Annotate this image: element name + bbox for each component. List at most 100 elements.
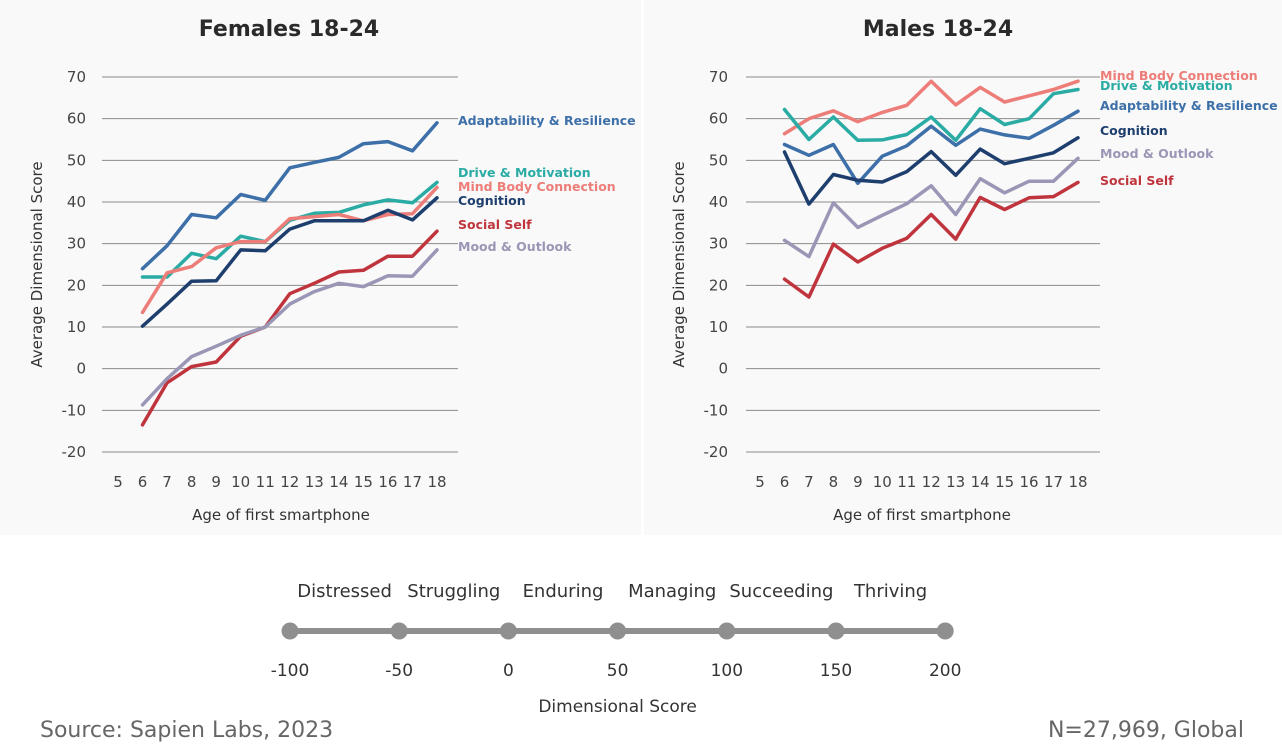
scale-tick-label: 50: [607, 661, 629, 681]
right-y-tick-label: 70: [709, 68, 728, 86]
scale-category-thriving: Thriving: [853, 581, 927, 602]
left-x-tick-label: 12: [280, 473, 299, 491]
right-series-label-mind-body-connection: Mind Body Connection: [1100, 68, 1258, 83]
left-series-line-social-self: [140, 229, 439, 427]
right-y-tick-label: -20: [704, 443, 729, 461]
left-x-tick-label: 5: [113, 473, 123, 491]
right-x-tick-label: 16: [1020, 473, 1039, 491]
right-x-tick-label: 10: [873, 473, 892, 491]
left-y-tick-label: -10: [62, 401, 87, 419]
left-panel-background: [0, 0, 641, 535]
left-y-tick-label: 20: [67, 276, 86, 294]
left-series-label-mind-body-connection: Mind Body Connection: [458, 179, 616, 194]
left-x-tick-label: 9: [211, 473, 221, 491]
right-series-line-mood-and-outlook: [782, 156, 1080, 259]
scale-dot: [718, 622, 736, 640]
right-series-line-cognition: [782, 136, 1080, 206]
right-series-line-drive-and-motivation: [782, 87, 1080, 143]
scale-tick-label: 100: [711, 661, 743, 681]
left-series-line-mind-body-connection: [140, 185, 439, 315]
scale-category-managing: Managing: [628, 581, 716, 602]
right-series-label-adaptability-and-resilience: Adaptability & Resilience: [1100, 98, 1278, 113]
right-x-tick-label: 9: [853, 473, 863, 491]
right-series-label-mood-and-outlook: Mood & Outlook: [1100, 146, 1214, 161]
right-x-tick-label: 12: [922, 473, 941, 491]
left-series-line-mood-and-outlook: [140, 248, 439, 407]
right-series-line-social-self: [782, 180, 1080, 299]
left-series-line-adaptability-and-resilience: [140, 121, 439, 271]
right-x-tick-label: 11: [897, 473, 916, 491]
left-y-tick-label: 50: [67, 151, 86, 169]
right-x-tick-label: 13: [946, 473, 965, 491]
scale-category-struggling: Struggling: [407, 581, 500, 602]
left-y-tick-label: 30: [67, 235, 86, 253]
right-x-tick-label: 15: [995, 473, 1014, 491]
left-y-tick-label: 0: [76, 360, 86, 378]
right-y-tick-label: 40: [709, 193, 728, 211]
right-y-tick-label: -10: [704, 401, 729, 419]
right-y-axis-label: Average Dimensional Score: [670, 161, 688, 367]
left-y-tick-label: -20: [62, 443, 87, 461]
left-series-line-cognition: [140, 196, 439, 328]
scale-tick-label: -100: [271, 661, 310, 681]
right-series-line-adaptability-and-resilience: [782, 109, 1080, 186]
scale-category-enduring: Enduring: [523, 581, 604, 602]
right-y-tick-label: 50: [709, 151, 728, 169]
scale-tick-label: 0: [503, 661, 514, 681]
scale-dot: [609, 622, 627, 640]
left-chart-title: Females 18-24: [199, 17, 379, 42]
right-x-tick-label: 5: [755, 473, 765, 491]
right-x-tick-label: 8: [829, 473, 839, 491]
left-x-tick-label: 15: [354, 473, 373, 491]
right-x-tick-label: 14: [971, 473, 990, 491]
scale-dot: [499, 622, 517, 640]
scale-dot: [936, 622, 954, 640]
left-y-axis-label: Average Dimensional Score: [28, 161, 46, 367]
left-x-tick-label: 17: [403, 473, 422, 491]
left-series-label-social-self: Social Self: [458, 217, 532, 232]
left-x-tick-label: 7: [162, 473, 172, 491]
left-y-tick-label: 40: [67, 193, 86, 211]
left-x-tick-label: 14: [329, 473, 348, 491]
right-panel-background: [644, 0, 1282, 535]
sample-size-note: N=27,969, Global: [1047, 718, 1244, 743]
left-series-label-cognition: Cognition: [458, 193, 526, 208]
right-series-label-drive-and-motivation: Drive & Motivation: [1100, 78, 1233, 93]
left-x-tick-label: 18: [427, 473, 446, 491]
scale-tick-label: 150: [820, 661, 852, 681]
left-y-tick-label: 10: [67, 318, 86, 336]
right-x-tick-label: 7: [804, 473, 814, 491]
scale-tick-label: 200: [929, 661, 961, 681]
scale-dot: [390, 622, 408, 640]
right-y-tick-label: 20: [709, 276, 728, 294]
left-x-tick-label: 11: [256, 473, 275, 491]
right-series-line-mind-body-connection: [782, 79, 1080, 136]
right-series-label-social-self: Social Self: [1100, 173, 1174, 188]
scale-dot: [281, 622, 299, 640]
scale-category-succeeding: Succeeding: [729, 581, 833, 602]
left-x-tick-label: 8: [187, 473, 197, 491]
right-y-tick-label: 60: [709, 110, 728, 128]
left-y-tick-label: 60: [67, 110, 86, 128]
right-x-tick-label: 6: [780, 473, 790, 491]
right-chart-title: Males 18-24: [863, 17, 1013, 42]
right-y-tick-label: 0: [718, 360, 728, 378]
right-x-tick-label: 18: [1068, 473, 1087, 491]
left-x-axis-label: Age of first smartphone: [192, 506, 370, 524]
left-x-tick-label: 16: [378, 473, 397, 491]
scale-category-distressed: Distressed: [297, 581, 392, 602]
left-series-label-adaptability-and-resilience: Adaptability & Resilience: [458, 113, 636, 128]
right-x-tick-label: 17: [1044, 473, 1063, 491]
left-x-tick-label: 13: [305, 473, 324, 491]
scale-tick-label: -50: [385, 661, 413, 681]
left-y-tick-label: 70: [67, 68, 86, 86]
right-y-tick-label: 10: [709, 318, 728, 336]
scale-dot: [827, 622, 845, 640]
scale-axis-label: Dimensional Score: [538, 697, 697, 717]
left-x-tick-label: 10: [231, 473, 250, 491]
left-series-label-drive-and-motivation: Drive & Motivation: [458, 165, 591, 180]
left-series-label-mood-and-outlook: Mood & Outlook: [458, 239, 572, 254]
right-y-tick-label: 30: [709, 235, 728, 253]
source-note: Source: Sapien Labs, 2023: [40, 718, 334, 743]
